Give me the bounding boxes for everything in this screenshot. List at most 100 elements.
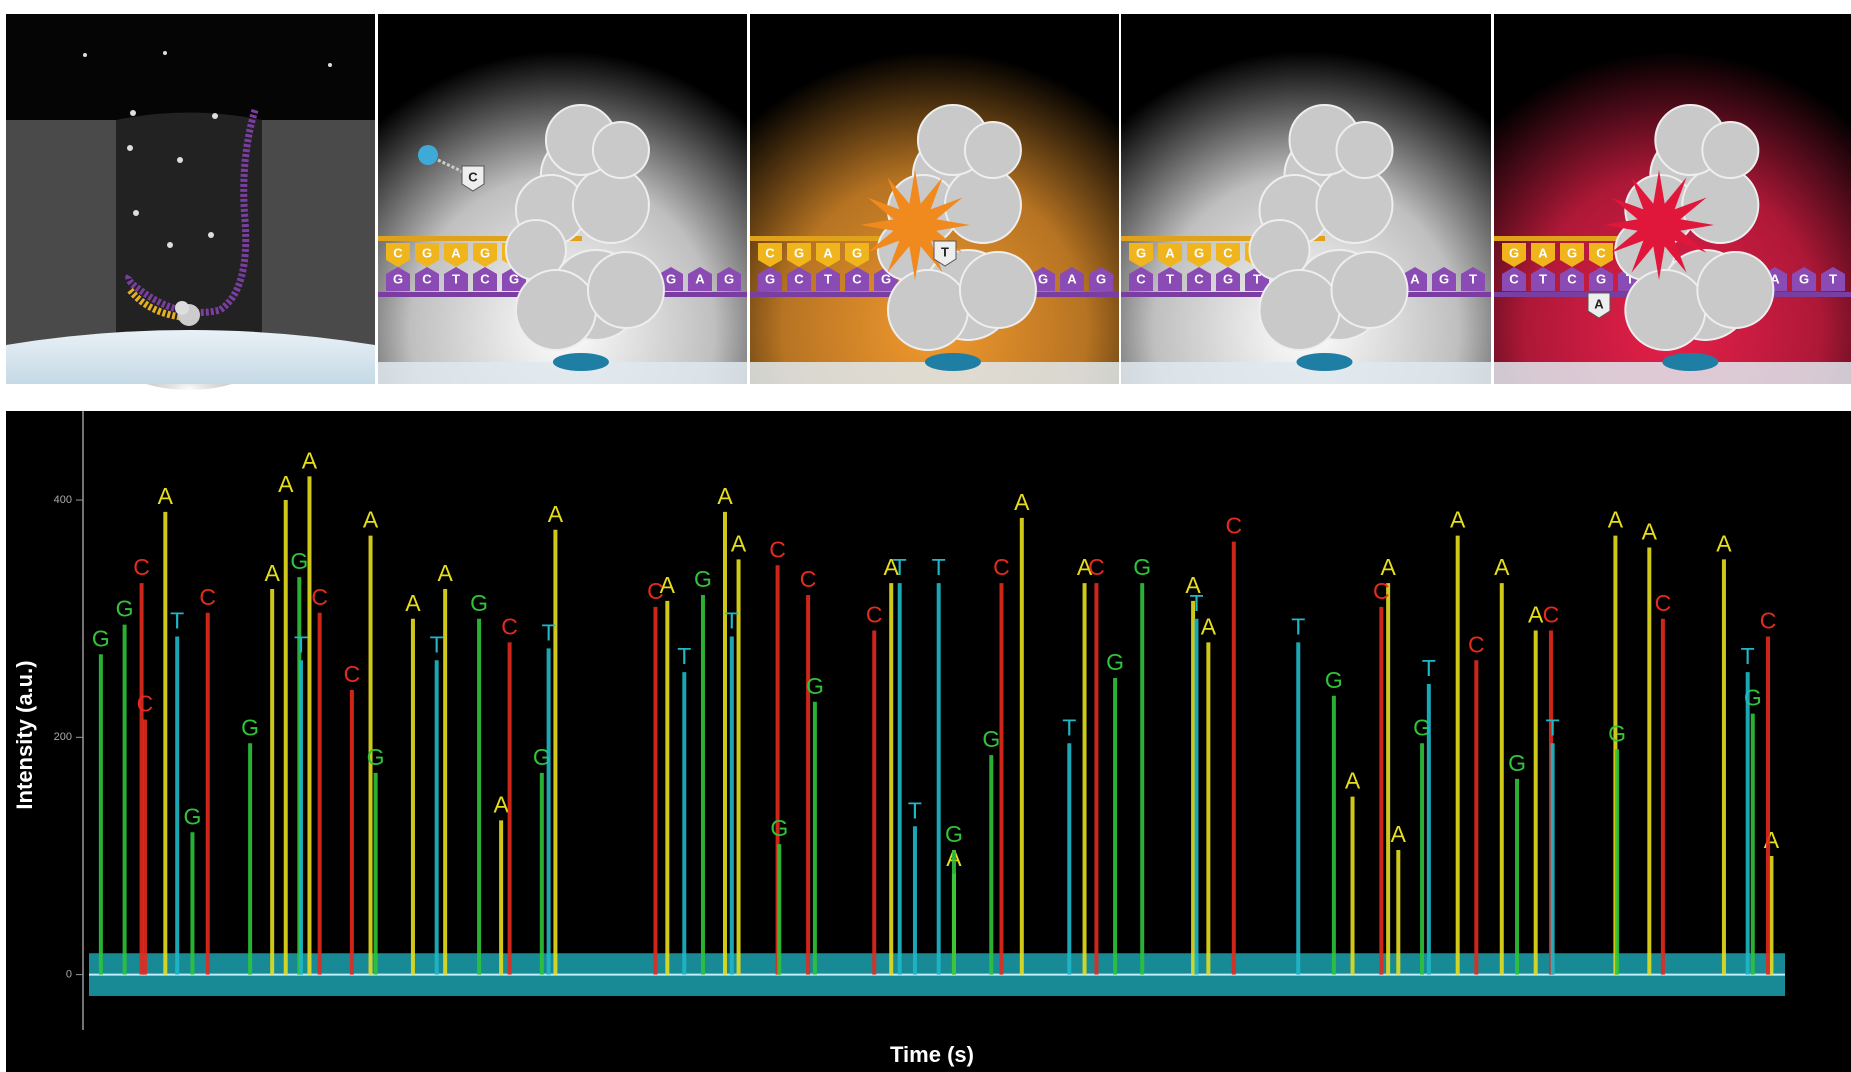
peak-label: A — [158, 483, 174, 509]
panel-well — [6, 14, 375, 390]
peak-label: T — [1422, 655, 1436, 681]
base-letter: C — [393, 245, 403, 260]
peak-label: T — [893, 554, 907, 580]
peak-label: C — [137, 691, 154, 717]
y-tick-label: 400 — [54, 494, 72, 506]
base-letter: C — [1567, 271, 1577, 286]
peak-label: A — [1608, 507, 1624, 533]
base-letter: G — [422, 245, 432, 260]
base-letter: G — [794, 245, 804, 260]
base-letter: A — [1410, 271, 1420, 286]
peak-label: A — [731, 530, 747, 556]
peak-label: G — [116, 596, 134, 622]
y-tick-label: 200 — [54, 731, 72, 743]
peak-label: A — [302, 447, 318, 473]
peak-label: T — [908, 797, 922, 823]
polymerase — [1332, 252, 1408, 328]
peak-label: C — [311, 584, 328, 610]
figure: CGAGCAGCTCGTAGAGCCGAGGCTCGTAGAGTGAGCATCT… — [0, 0, 1851, 1072]
polymerase — [573, 167, 649, 243]
panels: CGAGCAGCTCGTAGAGCCGAGGCTCGTAGAGTGAGCATCT… — [378, 14, 1851, 384]
peak-label: T — [430, 631, 444, 657]
base-letter: G — [1223, 271, 1233, 286]
peak-label: G — [92, 625, 110, 651]
peak-label: C — [133, 554, 150, 580]
panel: GAGCATCTCGTACAGT — [1121, 14, 1491, 384]
peak-label: A — [1014, 489, 1030, 515]
peak-label: C — [199, 584, 216, 610]
peak-label: C — [866, 602, 883, 628]
base-letter: A — [1165, 245, 1175, 260]
peak-label: A — [1391, 821, 1407, 847]
peak-label: G — [367, 744, 385, 770]
peak-label: A — [1201, 613, 1217, 639]
peak-label: A — [1345, 768, 1361, 794]
peak-label: C — [647, 578, 664, 604]
peak-label: A — [405, 590, 421, 616]
panel: GAGCACTCGTACAGTA — [1494, 14, 1851, 384]
base-letter: C — [1509, 271, 1519, 286]
base-letter: G — [1439, 271, 1449, 286]
dye — [418, 145, 438, 165]
base-letter: G — [852, 245, 862, 260]
peak-label: G — [1133, 554, 1151, 580]
peak-label: T — [725, 608, 739, 634]
base-letter: C — [852, 271, 862, 286]
anchor — [925, 353, 981, 371]
base-letter: A — [695, 271, 705, 286]
peak-label: C — [769, 536, 786, 562]
base-letter: T — [1539, 271, 1547, 286]
peak-label: G — [1508, 750, 1526, 776]
base-letter: T — [1829, 271, 1837, 286]
peak-label: G — [694, 566, 712, 592]
peak-label: A — [1380, 554, 1396, 580]
peak-label: C — [1760, 608, 1777, 634]
peak-label: C — [1088, 554, 1105, 580]
peak-label: G — [982, 726, 1000, 752]
peak-label: C — [344, 661, 361, 687]
peak-label: A — [493, 791, 509, 817]
base-letter: G — [1194, 245, 1204, 260]
base-letter: A — [823, 245, 833, 260]
peak-label: T — [932, 554, 946, 580]
peak-label: T — [1291, 613, 1305, 639]
peak-label: A — [717, 483, 733, 509]
panel: CGAGCAGCTCGTAGAGC — [378, 14, 747, 384]
peak-label: A — [1494, 554, 1510, 580]
polymerase — [1317, 167, 1393, 243]
polymerase — [588, 252, 664, 328]
peak-label: A — [1450, 507, 1466, 533]
peak-label: T — [1062, 714, 1076, 740]
peak-label: C — [501, 613, 518, 639]
peak-label: T — [294, 631, 308, 657]
peak-label: G — [945, 821, 963, 847]
nucleotide-letter: C — [468, 169, 478, 184]
polymerase — [516, 270, 596, 350]
peak-label: A — [437, 560, 453, 586]
base-letter: G — [724, 271, 734, 286]
peak-label: A — [1528, 602, 1544, 628]
base-letter: A — [1538, 245, 1548, 260]
polymerase — [593, 122, 649, 178]
polymerase — [1337, 122, 1393, 178]
base-letter: C — [422, 271, 432, 286]
base-letter: G — [1596, 271, 1606, 286]
peak-label: G — [184, 803, 202, 829]
polymerase — [1260, 270, 1340, 350]
peak-label: C — [800, 566, 817, 592]
peak-label: A — [363, 507, 379, 533]
page: {"panels": [ {"glow": "#ffffff", "top": … — [0, 0, 1851, 1072]
base-letter: C — [480, 271, 490, 286]
peak-label: G — [1325, 667, 1343, 693]
base-letter: G — [666, 271, 676, 286]
base-letter: G — [1038, 271, 1048, 286]
base-letter: C — [1136, 271, 1146, 286]
base-letter: G — [1096, 271, 1106, 286]
peak-label: G — [1608, 720, 1626, 746]
peak-label: G — [806, 673, 824, 699]
base-letter: T — [1469, 271, 1477, 286]
base-letter: G — [1136, 245, 1146, 260]
peak-label: C — [993, 554, 1010, 580]
anchor — [1297, 353, 1353, 371]
panel: CGAGGCTCGTAGAGT — [750, 14, 1119, 384]
